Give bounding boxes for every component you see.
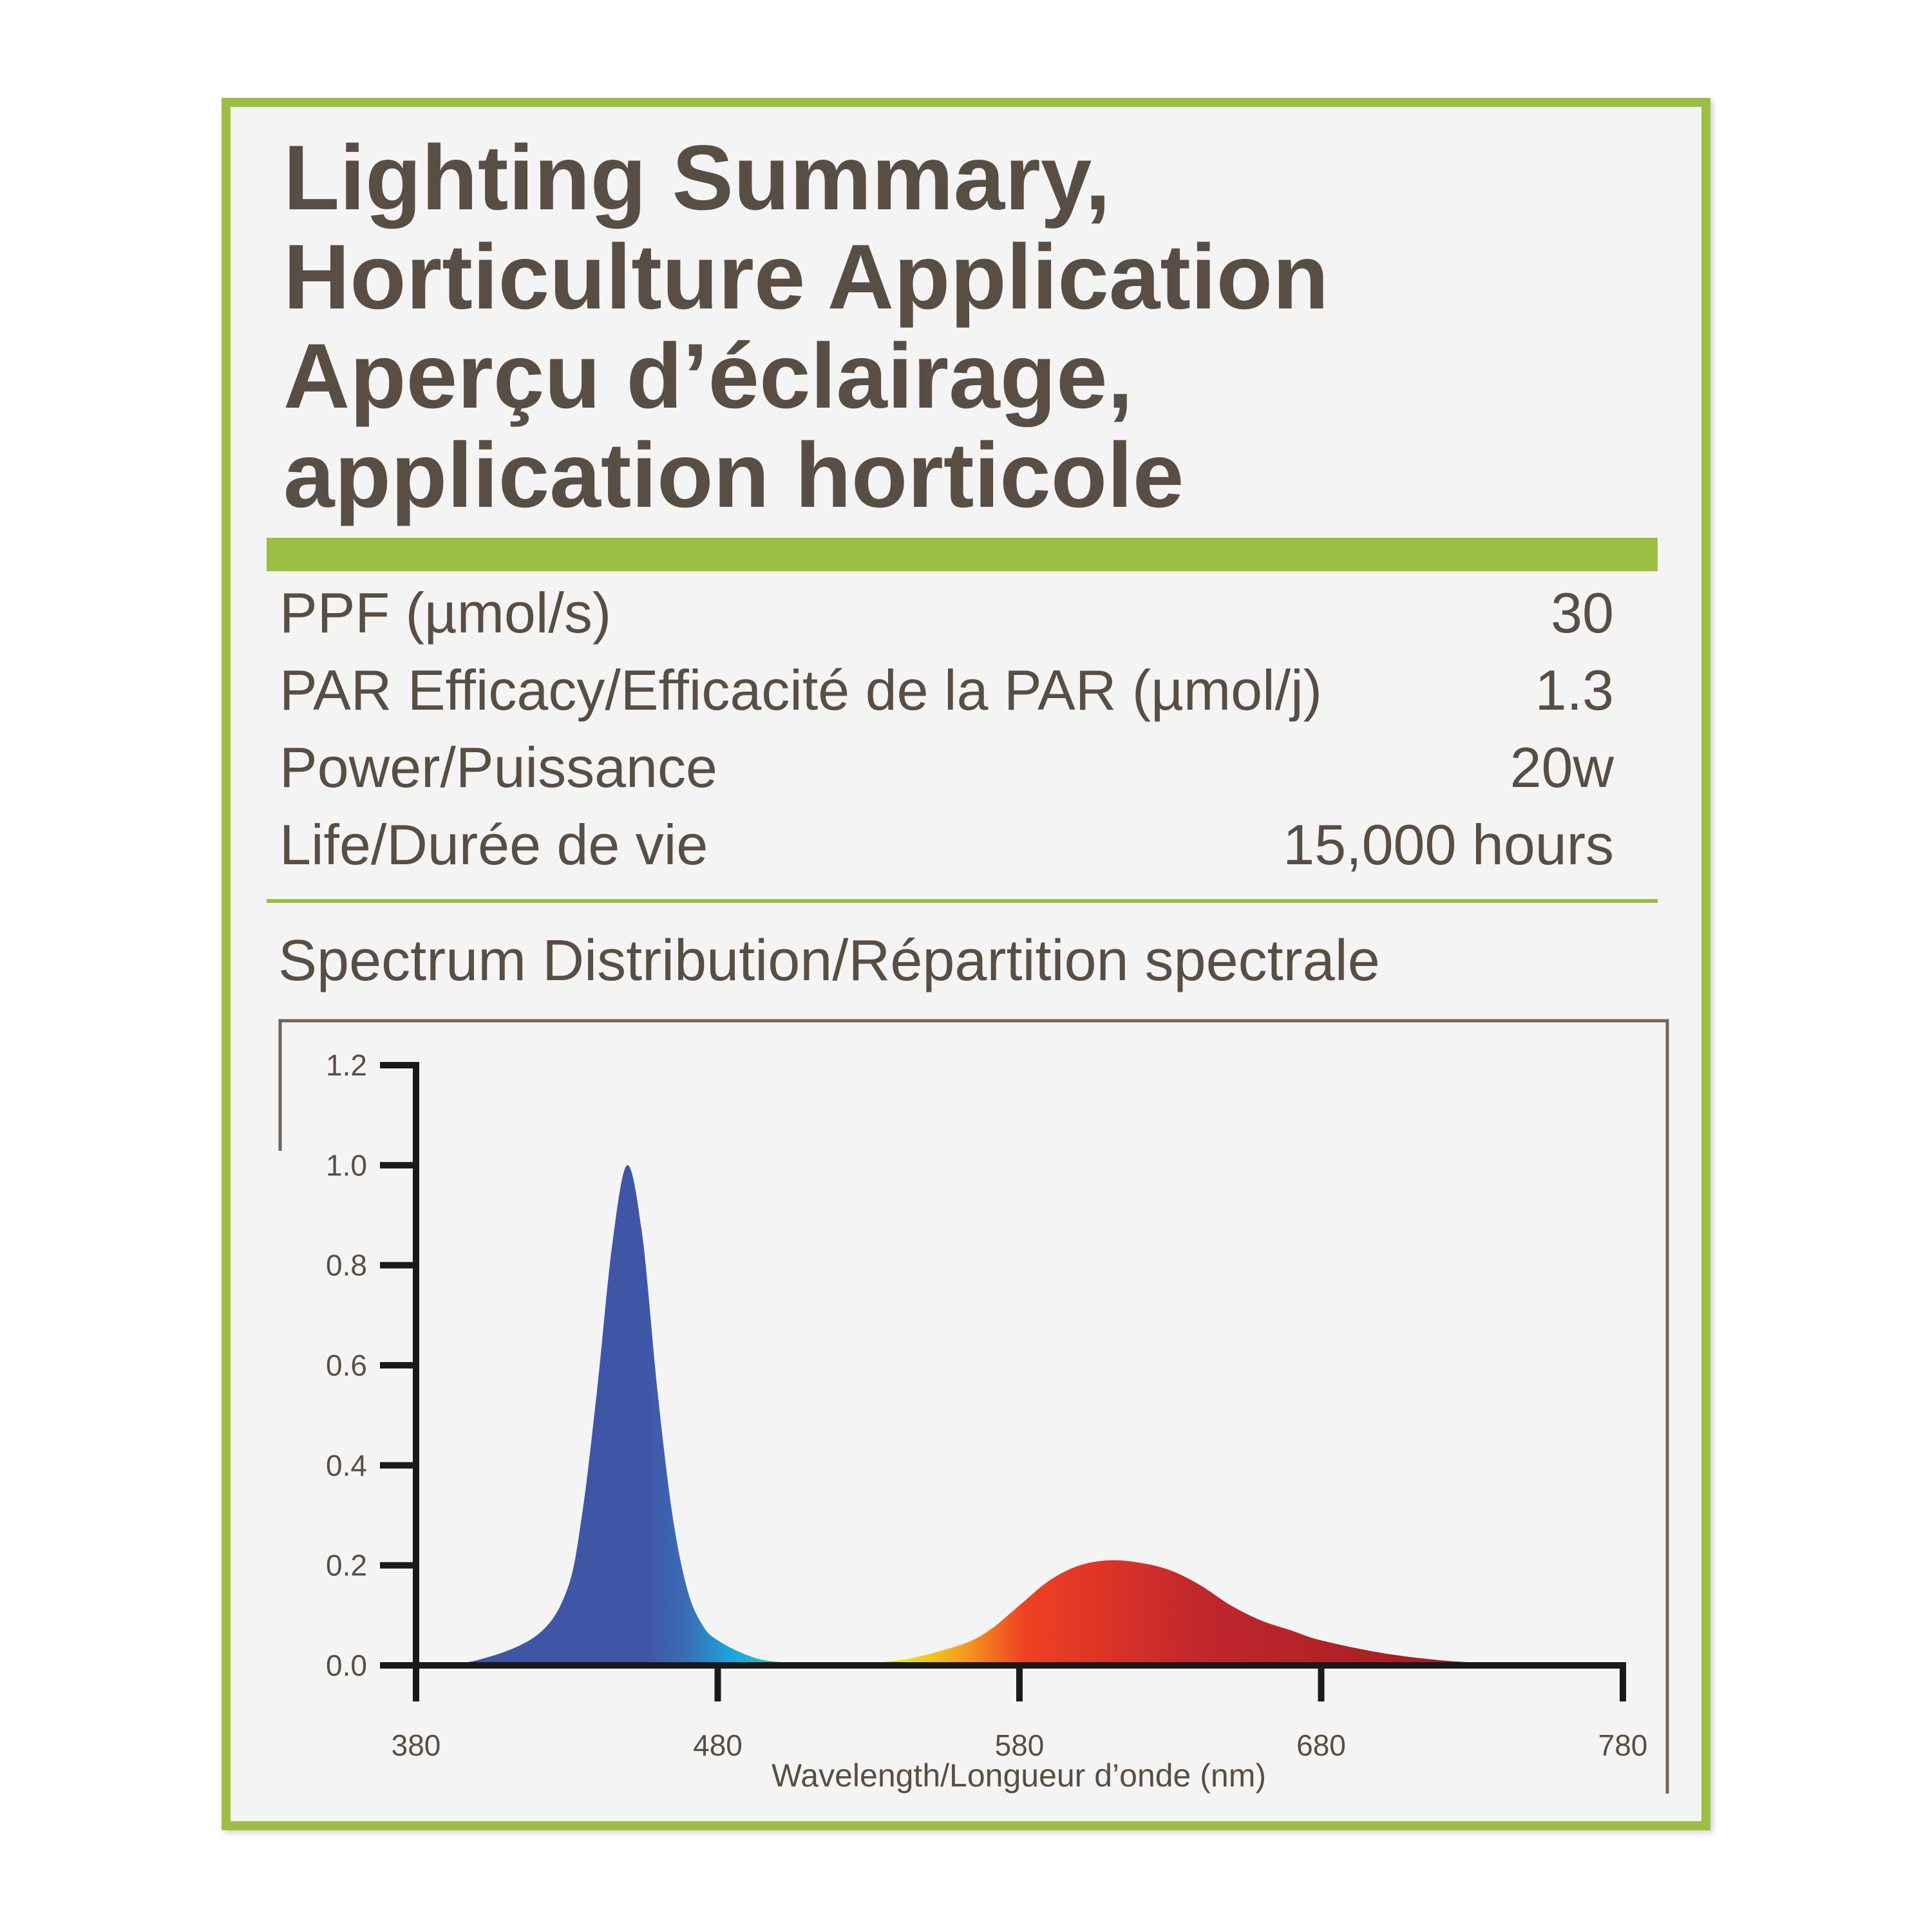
- y-tick-label: 0.4: [326, 1448, 367, 1482]
- x-axis-title: Wavelength/Longueur d’onde (nm): [772, 1757, 1266, 1794]
- x-tick-label: 380: [392, 1728, 441, 1762]
- spec-par-efficacy-label: PAR Efficacy/Efficacité de la PAR (µmol/…: [279, 658, 1322, 722]
- spec-life-label: Life/Durée de vie: [279, 813, 708, 876]
- spectrum-title: Spectrum Distribution/Répartition spectr…: [278, 929, 1380, 993]
- x-tick-label: 680: [1296, 1728, 1346, 1762]
- spec-par-efficacy-value: 1.3: [1535, 658, 1614, 722]
- spec-life-value: 15,000 hours: [1283, 813, 1614, 876]
- title-line-1: Lighting Summary,: [283, 127, 1111, 229]
- spectrum-chart: 0.0 0.2 0.4 0.6 0.8 1.0 1.2 380 480 580 680 780 Wave…: [278, 1019, 1669, 1795]
- x-tick-label: 480: [693, 1728, 743, 1762]
- title-line-2: Horticulture Application: [283, 226, 1329, 328]
- spectrum-chart-svg: 0.0 0.2 0.4 0.6 0.8 1.0 1.2 380 480 580 680 780 Wave…: [278, 1019, 1669, 1794]
- spec-ppf-value: 30: [1551, 581, 1614, 645]
- spec-power-value: 20w: [1510, 735, 1614, 799]
- y-tick-label: 0.0: [326, 1649, 367, 1682]
- spec-power-label: Power/Puissance: [279, 735, 717, 799]
- y-tick-label: 1.2: [326, 1048, 367, 1082]
- y-tick-label: 1.0: [326, 1148, 367, 1182]
- y-tick-label: 0.2: [326, 1549, 367, 1582]
- section-divider-thick: [267, 538, 1658, 571]
- chart-border: [278, 1019, 1669, 1794]
- title-line-4: application horticole: [283, 424, 1184, 527]
- x-tick-label: 580: [995, 1728, 1045, 1762]
- section-divider-thin: [267, 899, 1658, 903]
- y-tick-label: 0.6: [326, 1349, 367, 1382]
- spectrum-area: [416, 1165, 1502, 1665]
- spec-ppf-label: PPF (µmol/s): [279, 581, 612, 645]
- summary-card: [222, 98, 1710, 1830]
- title-line-3: Aperçu d’éclairage,: [283, 325, 1133, 428]
- x-tick-label: 780: [1598, 1728, 1648, 1762]
- y-tick-label: 0.8: [326, 1249, 367, 1282]
